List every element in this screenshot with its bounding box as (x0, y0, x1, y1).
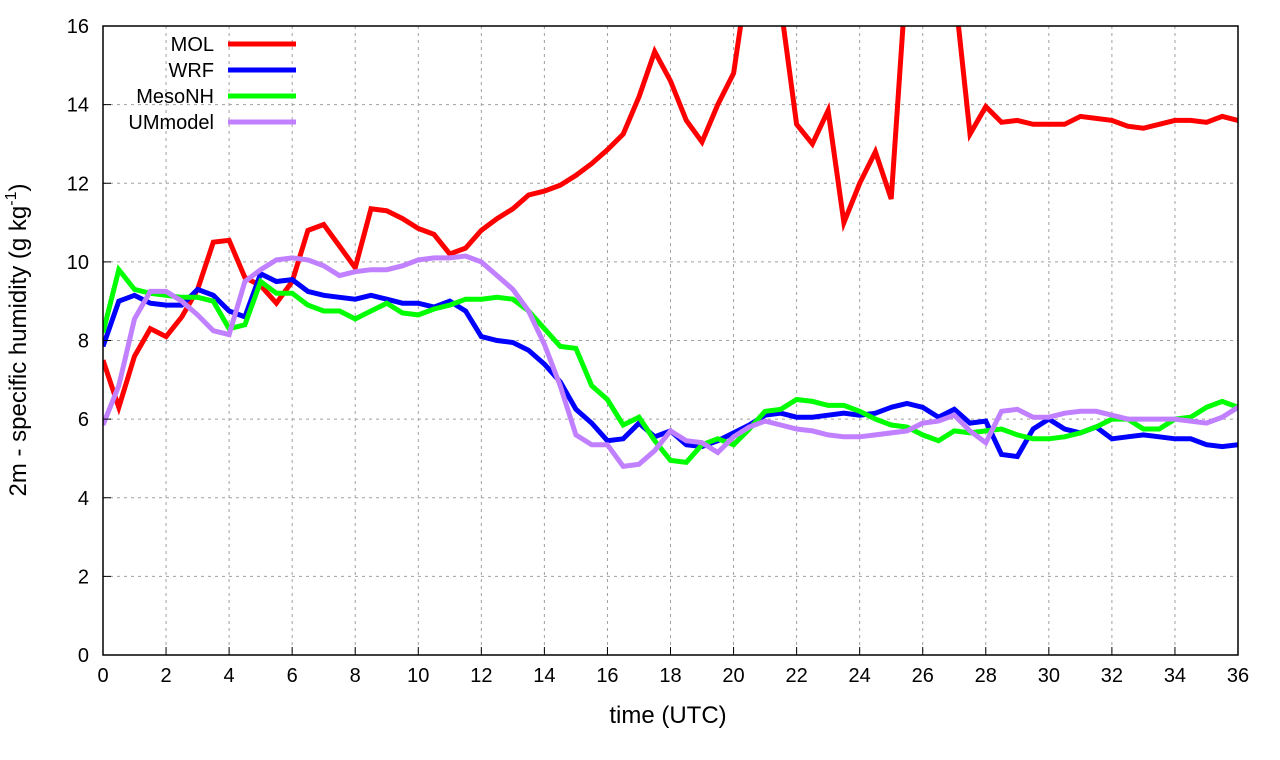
legend-label: WRF (168, 60, 214, 82)
tick-labels: 0 2 4 6 8 10 12 14 16 18 20 22 24 26 28 30 32 34 360246810… (67, 16, 1249, 687)
x-tick-label: 12 (470, 665, 492, 687)
x-tick-label: 2 (160, 665, 171, 687)
y-tick-label: 14 (67, 95, 89, 117)
legend: MOL WRF MesoNH UMmodel (128, 34, 296, 134)
legend-label: UMmodel (128, 112, 214, 134)
x-tick-label: 16 (596, 665, 618, 687)
y-tick-label: 2 (78, 566, 89, 588)
x-tick-label: 0 (97, 665, 108, 687)
x-tick-label: 10 (407, 665, 429, 687)
y-axis-label: 2m - specific humidity (g kg-1) (3, 184, 32, 497)
x-tick-label: 8 (350, 665, 361, 687)
series-line-ummodel (103, 253, 1238, 469)
grid (103, 26, 1238, 655)
x-tick-label: 6 (287, 665, 298, 687)
x-tick-label: 26 (912, 665, 934, 687)
y-tick-label: 6 (78, 409, 89, 431)
x-tick-label: 36 (1227, 665, 1249, 687)
x-tick-label: 20 (722, 665, 744, 687)
y-tick-label: 0 (78, 645, 89, 667)
y-tick-label: 4 (78, 488, 89, 510)
legend-label: MesoNH (136, 86, 214, 108)
x-tick-label: 24 (849, 665, 871, 687)
x-tick-label: 14 (533, 665, 555, 687)
y-tick-label: 10 (67, 252, 89, 274)
legend-label: MOL (171, 34, 214, 56)
y-tick-label: 12 (67, 173, 89, 195)
x-tick-label: 4 (224, 665, 235, 687)
y-tick-label: 16 (67, 16, 89, 38)
series-line-mesonh (103, 264, 1238, 466)
x-tick-label: 30 (1038, 665, 1060, 687)
x-tick-label: 18 (659, 665, 681, 687)
x-tick-label: 22 (785, 665, 807, 687)
series-lines (103, 26, 1238, 469)
x-axis-label: time (UTC) (609, 702, 726, 729)
x-tick-label: 32 (1101, 665, 1123, 687)
x-tick-label: 28 (975, 665, 997, 687)
y-tick-label: 8 (78, 331, 89, 353)
x-tick-label: 34 (1164, 665, 1186, 687)
